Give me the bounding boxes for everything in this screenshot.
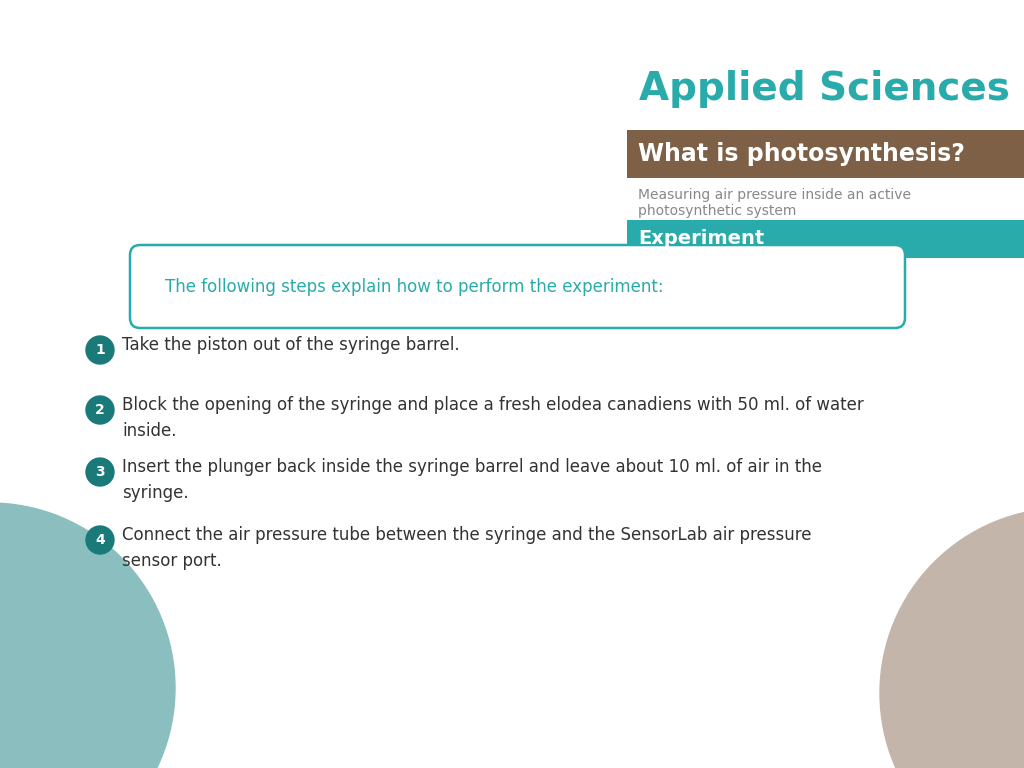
Text: 2: 2 xyxy=(95,403,104,417)
Text: 1: 1 xyxy=(95,343,104,357)
FancyBboxPatch shape xyxy=(627,130,1024,178)
Text: Block the opening of the syringe and place a fresh elodea canadiens with 50 ml. : Block the opening of the syringe and pla… xyxy=(122,396,864,440)
Text: Connect the air pressure tube between the syringe and the SensorLab air pressure: Connect the air pressure tube between th… xyxy=(122,526,811,571)
Circle shape xyxy=(880,508,1024,768)
Circle shape xyxy=(86,458,114,486)
Text: 4: 4 xyxy=(95,533,104,547)
FancyBboxPatch shape xyxy=(130,245,905,328)
Circle shape xyxy=(86,396,114,424)
Text: Insert the plunger back inside the syringe barrel and leave about 10 ml. of air : Insert the plunger back inside the syrin… xyxy=(122,458,822,502)
Text: 3: 3 xyxy=(95,465,104,479)
Text: Applied Sciences: Applied Sciences xyxy=(639,70,1010,108)
FancyBboxPatch shape xyxy=(627,220,1024,258)
Circle shape xyxy=(86,526,114,554)
Circle shape xyxy=(0,503,175,768)
Text: Experiment: Experiment xyxy=(638,230,764,249)
Text: The following steps explain how to perform the experiment:: The following steps explain how to perfo… xyxy=(165,277,664,296)
Text: photosynthetic system: photosynthetic system xyxy=(638,204,797,218)
Text: Take the piston out of the syringe barrel.: Take the piston out of the syringe barre… xyxy=(122,336,460,354)
Circle shape xyxy=(86,336,114,364)
Text: What is photosynthesis?: What is photosynthesis? xyxy=(638,142,965,166)
Text: Measuring air pressure inside an active: Measuring air pressure inside an active xyxy=(638,188,911,202)
